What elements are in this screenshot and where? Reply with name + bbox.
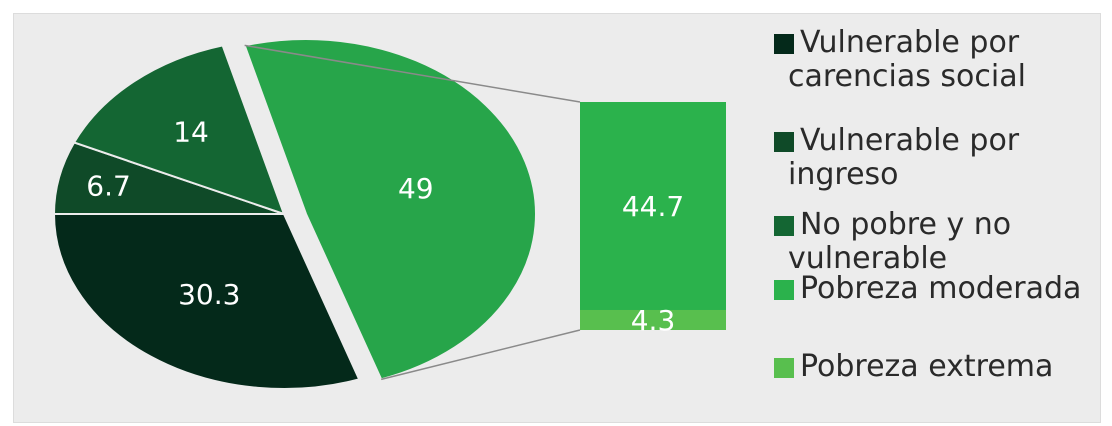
legend-swatch — [774, 132, 794, 152]
legend-label: carencias social — [788, 59, 1026, 94]
legend-label: Pobreza extrema — [800, 349, 1053, 384]
breakdown-segment-extrema — [580, 309, 726, 330]
pie-slice-label: 49 — [398, 172, 434, 205]
chart-panel: 6.7 14 49 30.3 44.7 4.3 Vulnerable por carencia… — [14, 14, 1100, 422]
legend-label: No pobre y no — [800, 207, 1011, 242]
connector-line-bottom — [381, 329, 581, 381]
legend-label: Pobreza moderada — [800, 271, 1081, 306]
legend-label: vulnerable — [788, 241, 947, 276]
pie-slice-pobreza — [243, 38, 537, 381]
legend-label: Vulnerable por — [800, 25, 1020, 60]
legend-label: Vulnerable por — [800, 123, 1020, 158]
pie-slice-vulnerable-carencias — [52, 213, 361, 390]
legend-swatch — [774, 34, 794, 54]
breakdown-segment-label: 4.3 — [631, 304, 676, 337]
legend-swatch — [774, 216, 794, 236]
pie-slice-label: 30.3 — [178, 278, 240, 311]
pie-slice-label: 14 — [173, 116, 209, 149]
connector-line-top — [244, 44, 581, 103]
breakdown-segment-moderada — [580, 102, 726, 310]
legend-swatch — [774, 358, 794, 378]
legend-label: ingreso — [788, 157, 899, 192]
legend-swatch — [774, 280, 794, 300]
pie-slice-no-pobre — [72, 44, 286, 216]
pie-slice-label: 6.7 — [86, 169, 131, 202]
breakdown-segment-label: 44.7 — [622, 190, 684, 223]
